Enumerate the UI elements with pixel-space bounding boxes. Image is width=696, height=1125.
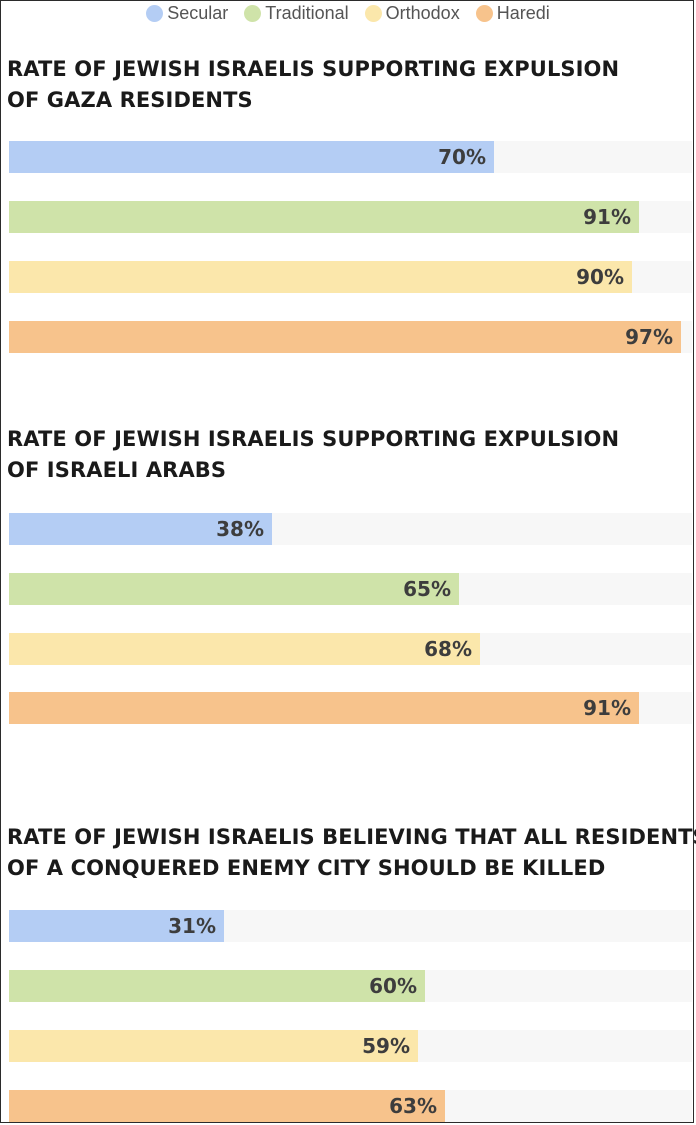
chart-3-value-label-traditional: 60% <box>369 974 417 998</box>
chart-1-value-label-secular: 70% <box>438 145 486 169</box>
chart-2-title-line-1: RATE OF JEWISH ISRAELIS SUPPORTING EXPUL… <box>7 427 620 451</box>
chart-2-title-line-2: OF ISRAELI ARABS <box>7 458 227 482</box>
legend-swatch-traditional <box>244 5 262 22</box>
chart-3-bar-track-orthodox: 59% <box>9 1030 692 1062</box>
chart-1-title: RATE OF JEWISH ISRAELIS SUPPORTING EXPUL… <box>7 54 692 116</box>
chart-1-bar-track-haredi: 97% <box>9 321 692 353</box>
chart-2-value-label-haredi: 91% <box>583 696 631 720</box>
chart-2-bar-orthodox <box>9 633 480 665</box>
legend-item-secular: Secular <box>146 3 228 24</box>
chart-3-bar-orthodox <box>9 1030 418 1062</box>
chart-2-value-label-secular: 38% <box>216 517 264 541</box>
chart-1-bar-orthodox <box>9 261 632 293</box>
chart-3-value-label-orthodox: 59% <box>362 1034 410 1058</box>
chart-1-value-label-traditional: 91% <box>583 205 631 229</box>
chart-1-bar-haredi <box>9 321 681 353</box>
legend-label-traditional: Traditional <box>265 3 349 23</box>
legend-label-secular: Secular <box>167 3 229 23</box>
chart-1-bar-secular <box>9 141 494 173</box>
chart-3-bar-traditional <box>9 970 425 1002</box>
chart-2-bar-track-traditional: 65% <box>9 573 692 605</box>
chart-1-value-label-haredi: 97% <box>625 325 673 349</box>
legend-label-haredi: Haredi <box>496 3 550 23</box>
chart-2-value-label-traditional: 65% <box>403 577 451 601</box>
chart-2-bar-track-haredi: 91% <box>9 692 692 724</box>
chart-3-bar-track-traditional: 60% <box>9 970 692 1002</box>
legend-swatch-orthodox <box>364 5 382 22</box>
chart-1-bar-track-traditional: 91% <box>9 201 692 233</box>
chart-2-bar-traditional <box>9 573 459 605</box>
legend-item-haredi: Haredi <box>475 3 550 24</box>
chart-2-bar-secular <box>9 513 272 545</box>
chart-2-bar-haredi <box>9 692 639 724</box>
chart-3-value-label-secular: 31% <box>168 914 216 938</box>
chart-1-bar-traditional <box>9 201 639 233</box>
chart-1-bar-track-orthodox: 90% <box>9 261 692 293</box>
chart-1-value-label-orthodox: 90% <box>576 265 624 289</box>
chart-2-value-label-orthodox: 68% <box>424 637 472 661</box>
legend-item-traditional: Traditional <box>244 3 349 24</box>
chart-2-bar-track-secular: 38% <box>9 513 692 545</box>
chart-3-title: RATE OF JEWISH ISRAELIS BELIEVING THAT A… <box>7 822 696 884</box>
chart-3-title-line-2: OF A CONQUERED ENEMY CITY SHOULD BE KILL… <box>7 856 606 880</box>
legend-label-orthodox: Orthodox <box>385 3 460 23</box>
chart-1-title-line-2: OF GAZA RESIDENTS <box>7 88 253 112</box>
legend-item-orthodox: Orthodox <box>364 3 460 24</box>
chart-legend: Secular Traditional Orthodox Haredi <box>0 3 696 24</box>
chart-3-bar-track-haredi: 63% <box>9 1090 692 1122</box>
legend-swatch-secular <box>146 5 164 22</box>
chart-1-title-line-1: RATE OF JEWISH ISRAELIS SUPPORTING EXPUL… <box>7 57 620 81</box>
chart-3-bar-secular <box>9 910 224 942</box>
chart-3-title-line-1: RATE OF JEWISH ISRAELIS BELIEVING THAT A… <box>7 825 696 849</box>
chart-3-bar-track-secular: 31% <box>9 910 692 942</box>
chart-1-bar-track-secular: 70% <box>9 141 692 173</box>
chart-2-bar-track-orthodox: 68% <box>9 633 692 665</box>
chart-2-title: RATE OF JEWISH ISRAELIS SUPPORTING EXPUL… <box>7 424 692 486</box>
chart-3-bar-haredi <box>9 1090 445 1122</box>
chart-3-value-label-haredi: 63% <box>389 1094 437 1118</box>
legend-swatch-haredi <box>475 5 493 22</box>
